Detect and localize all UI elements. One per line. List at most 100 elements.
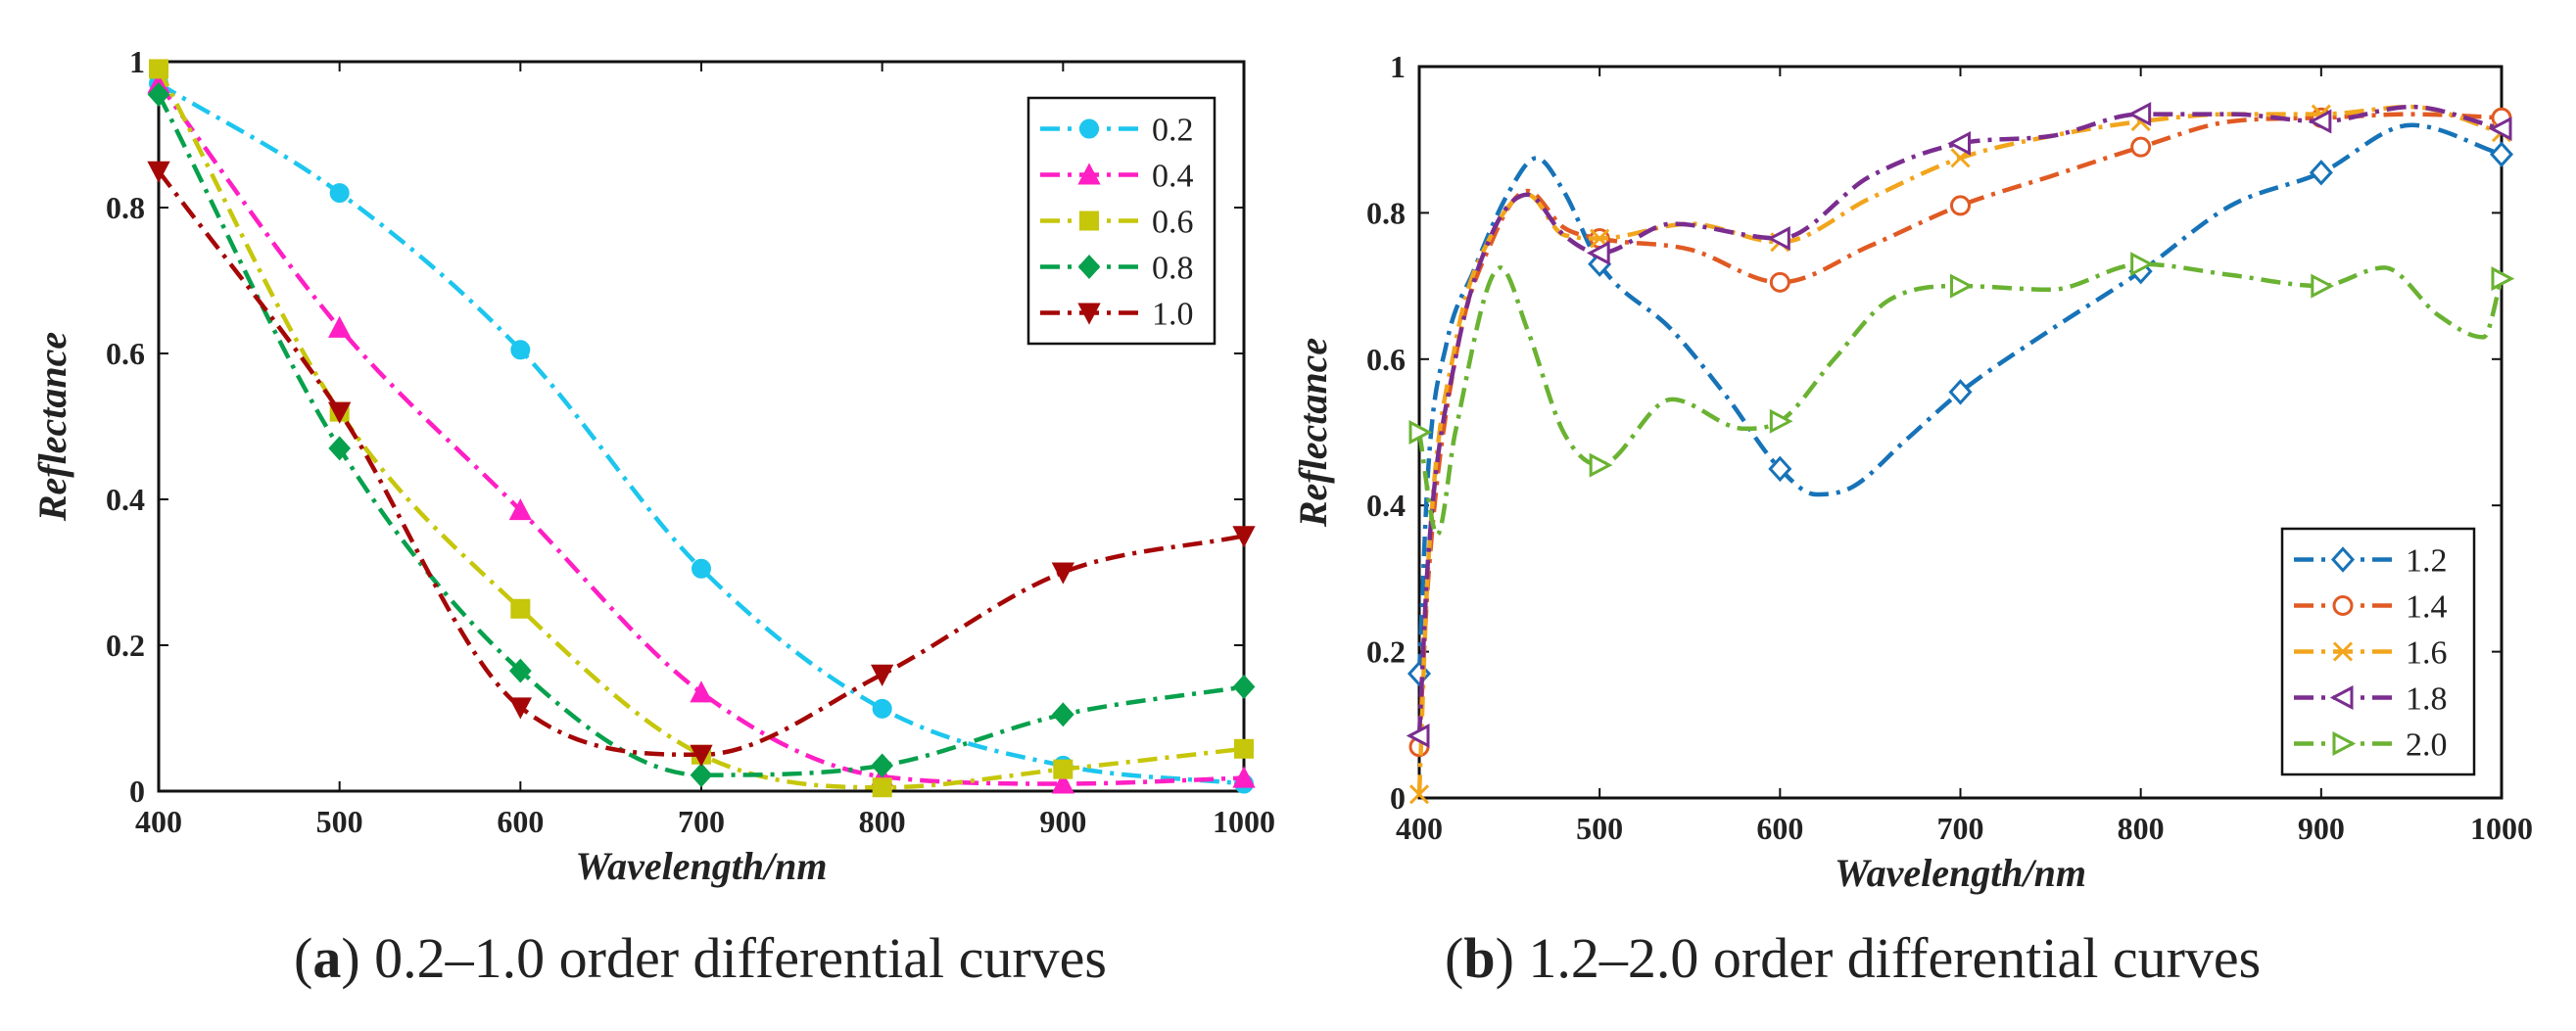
legend-marker (2329, 685, 2354, 710)
legend-marker (1079, 211, 1099, 231)
x-tick-label: 1000 (2470, 811, 2533, 846)
legend-item: 1.6 (2294, 635, 2448, 672)
data-point (1408, 784, 1430, 805)
data-point (1051, 562, 1074, 585)
data-point (1589, 452, 1613, 478)
legend-item: 0.2 (1040, 113, 1194, 149)
data-point (510, 340, 531, 360)
x-tick-label: 700 (1937, 811, 1984, 846)
series-2.0 (1408, 252, 2515, 538)
data-point (1950, 195, 1971, 216)
legend-marker (2332, 731, 2357, 756)
data-point (1053, 759, 1073, 779)
x-tick-label: 500 (1576, 811, 1623, 846)
data-point (1947, 130, 1971, 156)
legend-marker (2332, 641, 2354, 662)
caption-a: (a) 0.2–1.0 order differential curves (294, 926, 1107, 990)
legend: 0.2 0.4 0.6 0.8 1.0 (1026, 96, 1216, 346)
x-axis-title: Wavelength/nm (1835, 851, 2086, 895)
legend-label: 1.8 (2406, 681, 2448, 718)
caption-b-text: 1.2–2.0 order differential curves (1528, 926, 2262, 990)
legend-marker (1079, 118, 1099, 139)
data-point (2127, 102, 2152, 127)
legend: 1.2 1.4 1.6 1.8 2.0 (2280, 527, 2476, 776)
caption-a-letter: a (312, 926, 342, 990)
data-point (871, 753, 894, 778)
x-tick-label: 600 (497, 804, 544, 839)
data-point (329, 183, 350, 204)
y-tick-label: 0 (129, 773, 145, 809)
x-tick-label: 500 (316, 804, 363, 839)
y-tick-label: 0.2 (1366, 634, 1406, 670)
legend-label: 0.8 (1152, 251, 1194, 287)
data-point (690, 744, 713, 767)
data-point (2308, 109, 2332, 134)
legend-marker (2330, 546, 2356, 573)
data-point (1586, 241, 1610, 265)
data-point (510, 598, 531, 619)
data-point (872, 698, 892, 719)
data-point (1232, 674, 1256, 699)
caption-b: (b) 1.2–2.0 order differential curves (1445, 926, 2262, 990)
data-point (1769, 408, 1793, 434)
y-tick-label: 0.8 (1366, 195, 1406, 230)
y-tick-label: 1 (1390, 49, 1406, 84)
data-point (147, 161, 170, 183)
legend-item: 1.4 (2294, 589, 2448, 626)
data-point (1051, 702, 1074, 727)
y-tick-label: 0.2 (106, 628, 145, 663)
legend-label: 1.0 (1152, 297, 1194, 333)
y-tick-label: 0 (1390, 780, 1406, 816)
data-point (1406, 724, 1430, 748)
x-tick-label: 600 (1756, 811, 1803, 846)
data-point (2130, 136, 2152, 158)
legend-item: 1.2 (2294, 543, 2448, 580)
legend-item: 0.6 (1040, 205, 1194, 241)
data-point (1234, 738, 1254, 759)
chart-panel-b: 400 500 600 700 800 900 1000 0 0.2 0.4 0.6 0.8 1 Wave… (1291, 49, 2533, 895)
data-point (1767, 226, 1790, 252)
series-1.8 (1406, 102, 2512, 748)
legend-label: 0.6 (1152, 205, 1194, 241)
x-tick-label: 900 (1039, 804, 1086, 839)
data-point (690, 763, 713, 788)
legend-item: 1.8 (2294, 681, 2448, 718)
data-point (1232, 526, 1256, 548)
series-line (1416, 112, 2503, 747)
y-tick-label: 0.6 (106, 336, 145, 371)
y-tick-label: 0.4 (106, 482, 145, 517)
y-tick-label: 0.6 (1366, 342, 1406, 377)
x-axis-title: Wavelength/nm (575, 844, 827, 888)
legend-marker (2332, 595, 2354, 616)
x-tick-label: 900 (2298, 811, 2345, 846)
series-1.0 (147, 161, 1256, 767)
caption-a-text: 0.2–1.0 order differential curves (374, 926, 1107, 990)
x-tick-label: 800 (2118, 811, 2165, 846)
legend-item: 1.0 (1040, 297, 1194, 333)
data-point (1232, 766, 1256, 788)
data-point (2311, 273, 2335, 299)
data-point (508, 498, 532, 521)
data-point (328, 315, 352, 338)
data-point (1768, 455, 1792, 483)
y-tick-label: 1 (129, 44, 145, 79)
legend-item: 0.4 (1040, 159, 1194, 195)
data-point (2130, 252, 2154, 277)
legend-label: 1.2 (2406, 543, 2448, 580)
data-point (147, 82, 170, 108)
data-point (508, 697, 532, 720)
legend-item: 0.8 (1040, 251, 1194, 287)
data-point (2488, 117, 2512, 141)
data-point (1408, 420, 1433, 445)
data-point (2491, 266, 2515, 292)
legend-item: 2.0 (2294, 727, 2448, 764)
x-tick-label: 800 (859, 804, 906, 839)
y-tick-label: 0.8 (106, 190, 145, 225)
data-point (328, 401, 352, 424)
data-point (328, 436, 352, 461)
y-axis-title: Reflectance (1291, 338, 1335, 528)
data-point (692, 558, 711, 579)
data-point (508, 658, 532, 683)
data-point (2489, 141, 2514, 167)
